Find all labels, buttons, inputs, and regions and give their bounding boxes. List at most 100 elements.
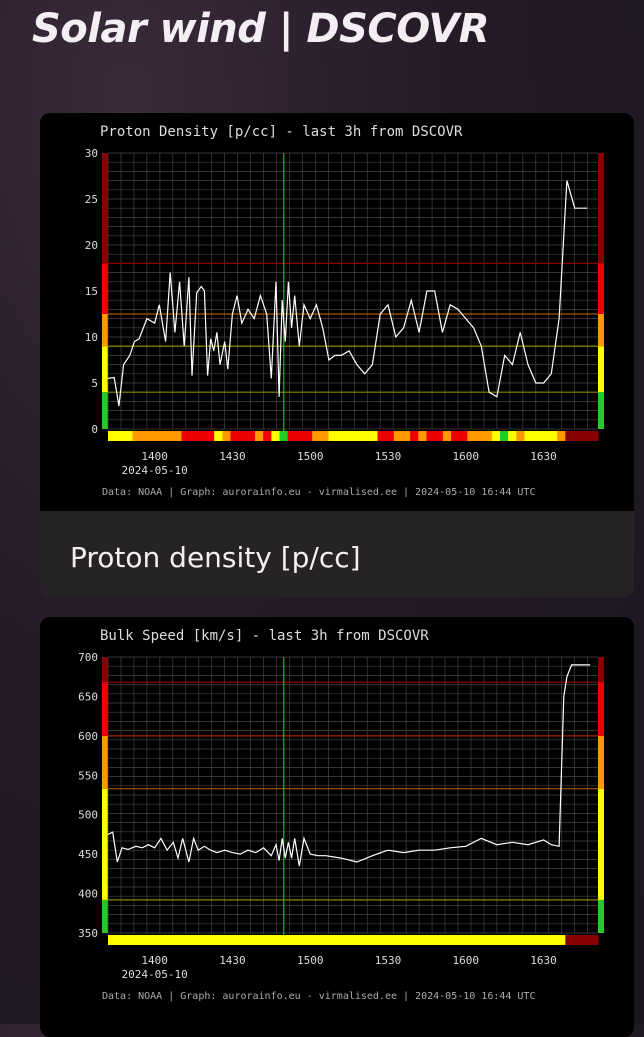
status-bar-segment <box>524 431 534 441</box>
side-band-right <box>598 346 604 393</box>
status-bar-segment <box>148 431 158 441</box>
status-bar-segment <box>353 935 362 945</box>
status-bar-segment <box>516 935 525 945</box>
status-bar-segment <box>483 431 493 441</box>
status-bar-segment <box>377 935 387 945</box>
status-bar-segment <box>287 431 297 441</box>
y-tick-label: 700 <box>78 651 98 664</box>
status-bar-segment <box>140 935 150 945</box>
x-tick-label: 1400 <box>141 450 168 463</box>
status-bar-segment <box>451 935 460 945</box>
status-bar-segment <box>549 431 558 441</box>
data-series-line <box>107 664 591 867</box>
status-bar-segment <box>393 431 403 441</box>
side-band-left <box>102 735 108 789</box>
side-band-left <box>102 392 108 429</box>
chart-footer: Data: NOAA | Graph: aurorainfo.eu - virm… <box>102 487 535 498</box>
side-band-left <box>102 346 108 393</box>
status-bar-segment <box>508 935 517 945</box>
status-bar-segment <box>263 431 272 441</box>
status-bar-segment <box>402 935 411 945</box>
side-band-right <box>598 657 604 683</box>
status-bar-segment <box>173 431 182 441</box>
status-bar-segment <box>467 935 476 945</box>
status-bar-segment <box>304 935 313 945</box>
status-bar-segment <box>581 431 591 441</box>
status-bar-segment <box>238 935 248 945</box>
status-bar-segment <box>532 431 542 441</box>
date-label: 2024-05-10 <box>122 464 188 477</box>
status-bar-segment <box>426 935 436 945</box>
data-series-line <box>107 180 588 407</box>
status-bar-segment <box>508 431 517 441</box>
card-caption-bar: Proton density [p/cc] <box>40 511 634 597</box>
side-band-left <box>102 682 108 736</box>
status-bar-segment <box>475 935 485 945</box>
status-bar-segment <box>540 431 550 441</box>
y-tick-label: 550 <box>78 769 98 782</box>
status-bar-segment <box>369 431 378 441</box>
status-bar-segment <box>336 431 346 441</box>
y-tick-label: 600 <box>78 730 98 743</box>
status-bar-segment <box>320 935 329 945</box>
date-label: 2024-05-10 <box>122 968 188 981</box>
side-band-left <box>102 314 108 347</box>
status-bar-segment <box>451 431 460 441</box>
proton-density-card: Proton Density [p/cc] - last 3h from DSC… <box>40 113 634 597</box>
status-bar-segment <box>426 431 436 441</box>
y-tick-label: 500 <box>78 809 98 822</box>
y-tick-label: 20 <box>85 239 98 252</box>
status-bar-segment <box>279 935 289 945</box>
status-bar-segment <box>573 935 583 945</box>
status-bar-segment <box>491 431 501 441</box>
status-bar-segment <box>344 431 354 441</box>
status-bar-segment <box>230 431 240 441</box>
status-bar-segment <box>418 935 427 945</box>
x-tick-label: 1430 <box>219 954 246 967</box>
status-bar-segment <box>589 431 599 441</box>
y-tick-label: 450 <box>78 848 98 861</box>
status-bar-segment <box>206 431 215 441</box>
status-bar-segment <box>353 431 362 441</box>
bulk-speed-chart: Bulk Speed [km/s] - last 3h from DSCOVR 3… <box>40 617 634 1015</box>
status-bar-segment <box>418 431 427 441</box>
status-bar-segment <box>255 431 264 441</box>
status-bar-segment <box>369 935 378 945</box>
status-bar-segment <box>173 935 182 945</box>
status-bar-segment <box>271 431 280 441</box>
status-bar-segment <box>500 935 509 945</box>
status-bar-segment <box>483 935 493 945</box>
y-tick-label: 350 <box>78 927 98 940</box>
status-bar-segment <box>320 431 329 441</box>
status-bar-segment <box>108 935 117 945</box>
y-tick-label: 10 <box>85 331 98 344</box>
status-bar-segment <box>214 431 223 441</box>
status-bar-segment <box>491 935 501 945</box>
side-band-right <box>598 263 604 314</box>
x-tick-label: 1530 <box>375 450 402 463</box>
side-band-right <box>598 153 604 264</box>
status-bar-segment <box>165 431 174 441</box>
status-bar-segment <box>255 935 264 945</box>
status-bar-segment <box>263 935 272 945</box>
card-caption: Proton density [p/cc] <box>70 541 361 574</box>
status-bar-segment <box>181 935 191 945</box>
status-bar-segment <box>148 935 158 945</box>
status-bar-segment <box>393 935 403 945</box>
status-bar-segment <box>581 935 591 945</box>
status-bar-segment <box>442 935 452 945</box>
status-bar-segment <box>312 935 321 945</box>
x-tick-label: 1600 <box>453 450 480 463</box>
x-tick-label: 1500 <box>297 954 324 967</box>
side-band-right <box>598 788 604 900</box>
status-bar-segment <box>475 431 485 441</box>
side-band-right <box>598 314 604 347</box>
y-tick-label: 25 <box>85 193 98 206</box>
status-bar-segment <box>565 935 574 945</box>
y-tick-label: 650 <box>78 690 98 703</box>
status-bar-segment <box>157 935 166 945</box>
status-bar-segment <box>540 935 550 945</box>
y-tick-label: 0 <box>91 423 98 436</box>
status-bar-segment <box>157 431 166 441</box>
status-bar-segment <box>557 431 566 441</box>
